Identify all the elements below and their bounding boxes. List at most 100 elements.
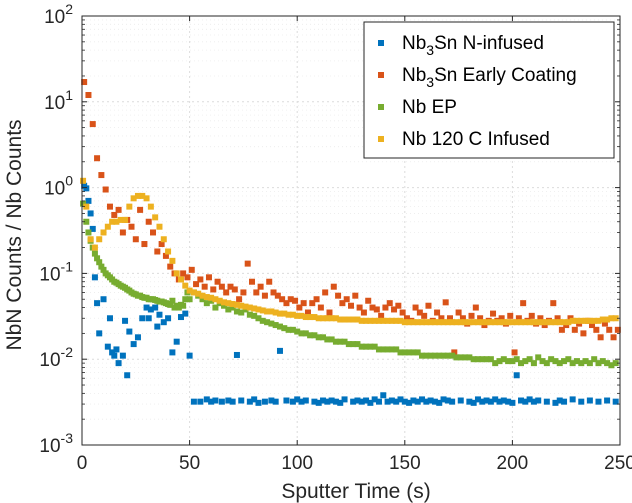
data-point xyxy=(535,354,542,361)
data-point xyxy=(528,312,535,319)
data-point xyxy=(360,309,367,316)
data-point xyxy=(573,358,580,365)
data-point xyxy=(134,192,141,199)
data-point xyxy=(98,263,105,270)
data-point xyxy=(177,276,184,283)
data-point xyxy=(569,396,576,403)
data-point xyxy=(186,287,193,294)
data-point xyxy=(150,229,157,236)
data-point xyxy=(225,306,232,313)
data-point xyxy=(462,319,469,326)
data-point xyxy=(96,236,103,243)
data-point xyxy=(350,398,357,405)
data-point xyxy=(522,358,529,365)
data-point xyxy=(487,398,494,405)
data-point xyxy=(470,319,477,326)
data-point xyxy=(492,319,499,326)
legend-marker xyxy=(378,40,384,46)
data-point xyxy=(246,311,253,318)
data-point xyxy=(444,319,451,326)
data-point xyxy=(324,315,331,322)
data-point xyxy=(466,354,473,361)
data-point xyxy=(225,300,232,307)
data-point xyxy=(610,334,617,341)
data-point xyxy=(520,300,527,307)
data-point xyxy=(401,319,408,326)
data-point xyxy=(427,397,434,404)
data-point xyxy=(197,398,204,405)
data-point xyxy=(479,319,486,326)
legend-entry: Nb EP xyxy=(402,97,457,118)
data-point xyxy=(571,326,578,333)
data-point xyxy=(328,315,335,322)
data-point xyxy=(311,398,318,405)
data-point xyxy=(126,203,133,210)
data-point xyxy=(190,289,197,296)
data-point xyxy=(83,203,90,210)
data-point xyxy=(496,319,503,326)
data-point xyxy=(94,155,101,162)
data-point xyxy=(423,398,430,405)
data-point xyxy=(354,316,361,323)
data-point xyxy=(160,319,167,326)
data-point xyxy=(283,300,290,307)
data-point xyxy=(145,218,152,225)
data-point xyxy=(569,360,576,367)
data-point xyxy=(109,349,116,356)
data-point xyxy=(388,397,395,404)
data-point xyxy=(401,349,408,356)
data-point xyxy=(298,330,305,337)
data-point xyxy=(612,315,619,322)
data-point xyxy=(233,308,240,315)
data-point xyxy=(244,260,251,267)
data-point xyxy=(201,283,208,290)
data-point xyxy=(395,302,402,309)
data-point xyxy=(350,316,357,323)
data-point xyxy=(612,398,619,405)
data-point xyxy=(431,319,438,326)
data-point xyxy=(80,200,87,207)
data-point xyxy=(199,296,206,303)
data-point xyxy=(599,316,606,323)
data-point xyxy=(177,314,184,321)
data-point xyxy=(229,304,236,311)
data-point xyxy=(483,397,490,404)
data-point xyxy=(530,319,537,326)
data-point xyxy=(558,326,565,333)
data-point xyxy=(578,398,585,405)
data-point xyxy=(496,398,503,405)
x-tick-label: 100 xyxy=(281,453,313,474)
data-point xyxy=(302,314,309,321)
data-point xyxy=(264,308,271,315)
data-point xyxy=(167,263,174,270)
data-point xyxy=(341,338,348,345)
data-point xyxy=(522,398,529,405)
data-point xyxy=(386,300,393,307)
data-point xyxy=(369,304,376,311)
data-point xyxy=(276,323,283,330)
data-point xyxy=(393,398,400,405)
data-point xyxy=(518,360,525,367)
data-point xyxy=(119,352,126,359)
data-point xyxy=(337,316,344,323)
data-point xyxy=(169,257,176,264)
data-point xyxy=(87,236,94,243)
data-point xyxy=(143,304,150,311)
data-point xyxy=(227,283,234,290)
data-point xyxy=(115,206,122,213)
data-point xyxy=(180,302,187,309)
data-point xyxy=(240,289,247,296)
data-point xyxy=(410,349,417,356)
data-point xyxy=(236,296,243,303)
data-point xyxy=(378,312,385,319)
data-point xyxy=(332,338,339,345)
data-point xyxy=(388,317,395,324)
data-point xyxy=(397,349,404,356)
data-point xyxy=(455,309,462,316)
x-tick-label: 50 xyxy=(179,453,200,474)
data-point xyxy=(601,320,608,327)
data-point xyxy=(85,92,92,99)
data-point xyxy=(554,315,561,322)
series-nb-ep xyxy=(80,200,619,369)
data-point xyxy=(292,297,299,304)
